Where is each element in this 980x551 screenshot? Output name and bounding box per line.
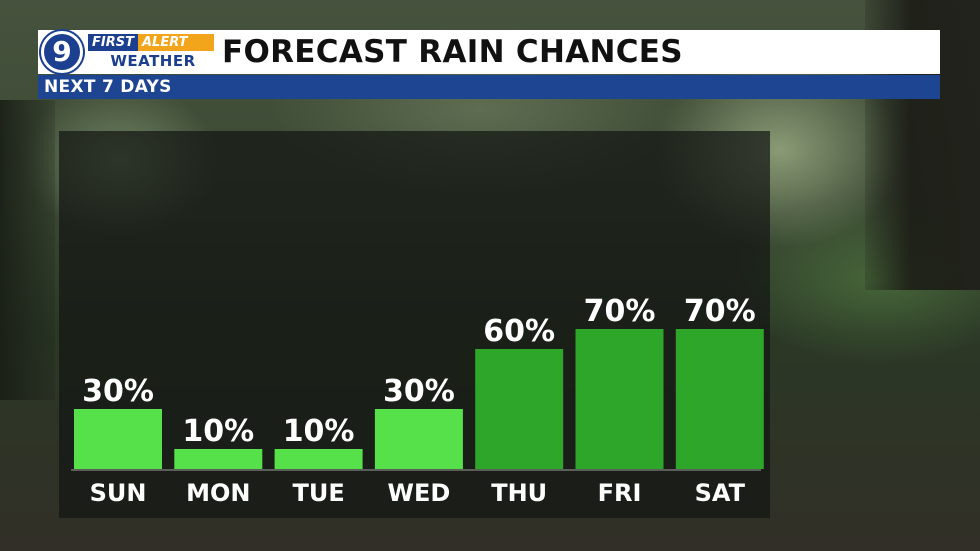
bar-mon bbox=[174, 449, 263, 469]
category-label-fri: FRI bbox=[598, 479, 642, 507]
tree-trunk-left bbox=[0, 100, 55, 400]
bar-sat bbox=[675, 329, 764, 469]
value-label-sun: 30% bbox=[82, 374, 154, 409]
bar-tue bbox=[274, 449, 363, 469]
category-label-tue: TUE bbox=[292, 479, 344, 507]
bar-fri bbox=[575, 329, 664, 469]
page-title: FORECAST RAIN CHANCES bbox=[222, 34, 683, 70]
brand-weather-text: WEATHER bbox=[110, 52, 196, 70]
subtitle-bar bbox=[38, 75, 940, 99]
channel-9-logo: 9 bbox=[40, 30, 84, 74]
value-label-thu: 60% bbox=[483, 314, 555, 349]
brand-alert-text: ALERT bbox=[137, 34, 214, 51]
channel-number: 9 bbox=[41, 31, 83, 73]
bar-sun bbox=[74, 409, 162, 469]
bar-thu bbox=[475, 349, 564, 469]
category-label-mon: MON bbox=[186, 479, 250, 507]
category-label-sat: SAT bbox=[695, 479, 746, 507]
value-label-tue: 10% bbox=[283, 414, 355, 449]
category-label-sun: SUN bbox=[90, 479, 147, 507]
value-label-fri: 70% bbox=[584, 294, 656, 329]
first-alert-weather-logo: FIRST ALERT WEATHER bbox=[88, 34, 214, 70]
rain-chance-bar-chart: 30% SUN 10% MON 10% TUE 30% WED 60% THU 70% FRI 70% S… bbox=[71, 294, 764, 507]
bar-wed bbox=[374, 409, 463, 469]
category-label-wed: WED bbox=[388, 479, 451, 507]
category-label-thu: THU bbox=[491, 479, 547, 507]
brand-first-text: FIRST bbox=[88, 34, 138, 51]
page-subtitle: NEXT 7 DAYS bbox=[44, 77, 172, 97]
chart-panel: 30% SUN 10% MON 10% TUE 30% WED 60% THU 70% FRI 70% S… bbox=[59, 131, 770, 518]
value-label-sat: 70% bbox=[684, 294, 756, 329]
value-label-mon: 10% bbox=[182, 414, 254, 449]
value-label-wed: 30% bbox=[383, 374, 455, 409]
